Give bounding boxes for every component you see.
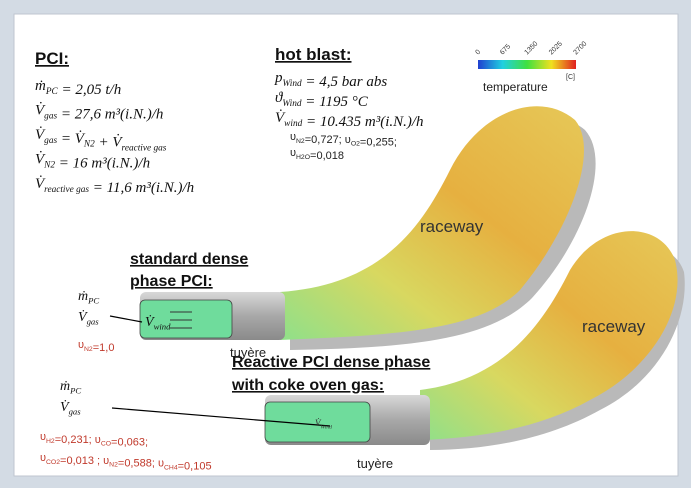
text-part: =0,231; υ — [55, 434, 101, 446]
case-title: with coke oven gas: — [231, 377, 384, 394]
text-part: = 10.435 m³(i.N.)/h — [302, 114, 423, 130]
subscript: gas — [69, 407, 82, 417]
text-part: =0,255; — [360, 137, 397, 149]
text-part: = 2,05 t/h — [58, 82, 121, 98]
subscript: PC — [87, 296, 99, 306]
tuyere-label: tuyère — [230, 345, 266, 360]
text-part: =0,018 — [310, 150, 344, 162]
subscript: CO2 — [46, 459, 60, 466]
text-part: =0,105 — [178, 460, 212, 472]
subscript: N2 — [43, 160, 55, 170]
subscript: Wind — [321, 424, 333, 430]
text-part: = 16 m³(i.N.)/h — [55, 155, 150, 171]
raceway-label: raceway — [582, 317, 646, 336]
subscript: reactive gas — [44, 185, 89, 195]
colorbar — [478, 60, 576, 69]
subscript: H2 — [46, 438, 55, 445]
subscript: gas — [44, 111, 57, 121]
text-part: =0,588; υ — [118, 458, 164, 470]
text-part: = 11,6 m³(i.N.)/h — [89, 180, 194, 196]
text-part: =0,063; — [111, 437, 148, 449]
subscript: N2 — [296, 138, 305, 145]
text-part: = 27,6 m³(i.N.)/h — [57, 106, 163, 122]
text-part: = 4,5 bar abs — [302, 74, 388, 90]
text-part: = 1195 °C — [302, 94, 369, 110]
subscript: N2 — [84, 346, 93, 353]
subscript: gas — [87, 317, 100, 327]
colorbar-label: temperature — [483, 80, 548, 94]
text-part: =0,727; υ — [305, 134, 351, 146]
subscript: gas — [44, 136, 57, 146]
subscript: Wind — [282, 99, 301, 109]
text-part: =1,0 — [93, 342, 115, 354]
subscript: wind — [284, 119, 302, 129]
subscript: N2 — [109, 462, 118, 469]
raceway-label: raceway — [420, 217, 484, 236]
text-part: = V̇ — [57, 130, 86, 146]
subscript: CH4 — [164, 464, 178, 471]
colorbar-unit: [C] — [566, 74, 575, 81]
fraction: υN2=1,0 — [78, 339, 114, 354]
tuyere-label: tuyère — [357, 456, 393, 471]
subscript: PC — [45, 87, 59, 97]
subscript: Wind — [283, 79, 302, 89]
subscript: reactive gas — [122, 143, 167, 153]
text-part: ṁ — [35, 78, 46, 94]
subscript: O2 — [351, 141, 360, 148]
subscript: wind — [154, 322, 172, 332]
case-title: phase PCI: — [130, 273, 213, 290]
figure: PCI:ṁPC = 2,05 t/hV̇gas = 27,6 m³(i.N.)/… — [0, 0, 691, 488]
case-title: standard dense — [130, 251, 248, 268]
subscript: H2O — [296, 154, 310, 161]
text-part: =0,013 ; υ — [60, 455, 109, 467]
heading: PCI: — [35, 49, 69, 68]
text-part: ṁ — [60, 379, 70, 394]
subscript: N2 — [83, 140, 95, 150]
subscript: CO — [101, 441, 111, 448]
heading: hot blast: — [275, 45, 352, 64]
tuyere-inner — [140, 300, 232, 338]
subscript: PC — [69, 386, 81, 396]
text-part: ṁ — [78, 289, 88, 304]
text-part: + V̇ — [95, 134, 124, 150]
